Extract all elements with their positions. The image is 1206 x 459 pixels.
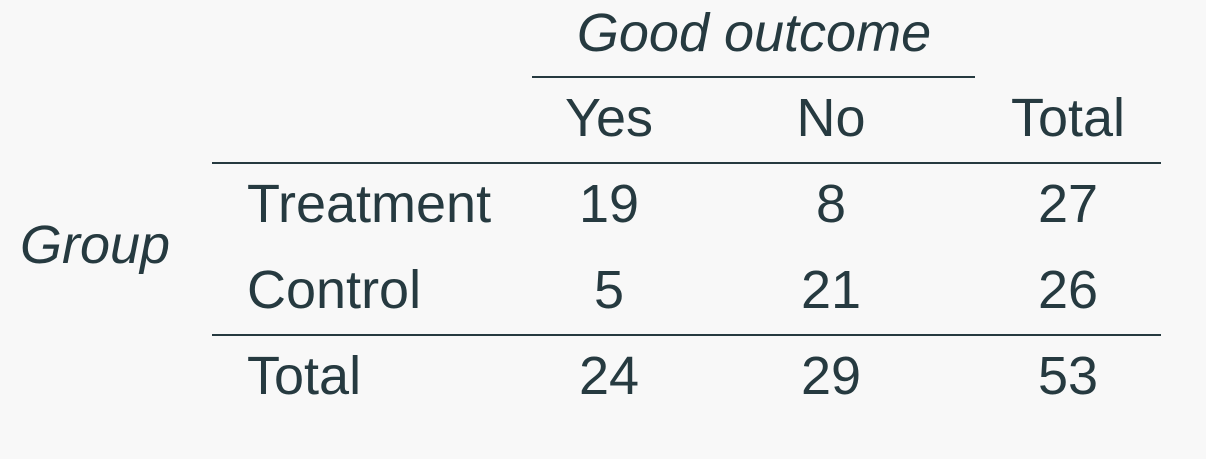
header-rule	[212, 162, 1161, 164]
row-label-total: Total	[247, 346, 362, 406]
column-header-yes: Yes	[564, 88, 654, 148]
row-label-control: Control	[247, 260, 422, 320]
column-header-total: Total	[1010, 88, 1126, 148]
cell-treatment-total: 27	[1037, 174, 1099, 234]
cell-control-yes: 5	[593, 260, 625, 320]
cell-treatment-yes: 19	[578, 174, 640, 234]
cell-total-no: 29	[800, 346, 862, 406]
cell-control-total: 26	[1037, 260, 1099, 320]
spanner-label-good-outcome: Good outcome	[576, 3, 932, 63]
cell-treatment-no: 8	[815, 174, 847, 234]
row-group-label: Group	[20, 215, 171, 275]
total-rule	[212, 334, 1161, 336]
spanner-rule	[532, 76, 975, 78]
cell-total-yes: 24	[578, 346, 640, 406]
column-header-no: No	[796, 88, 866, 148]
cell-control-no: 21	[800, 260, 862, 320]
row-label-treatment: Treatment	[247, 174, 492, 234]
cell-total-total: 53	[1037, 346, 1099, 406]
